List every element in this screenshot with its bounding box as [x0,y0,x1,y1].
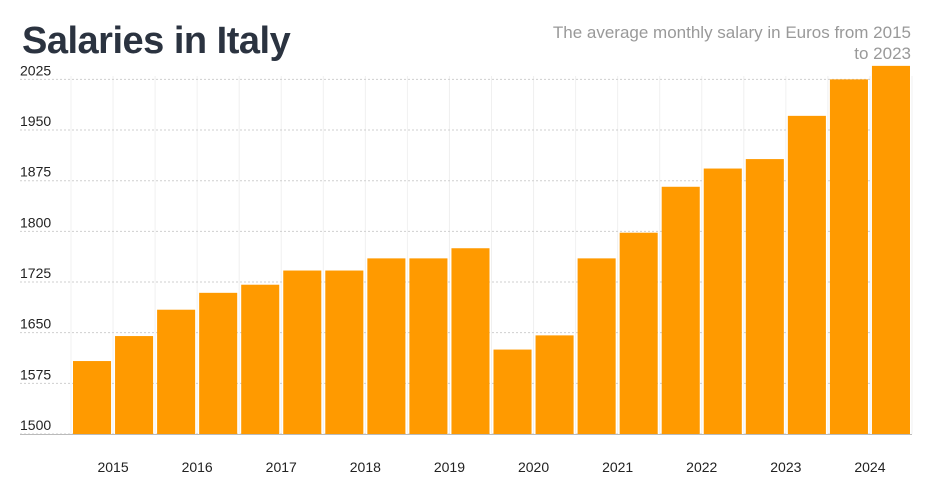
bar [115,336,154,434]
bar [367,258,406,434]
bar [199,292,238,434]
x-tick-label: 2022 [686,459,717,475]
bar [451,248,490,434]
y-tick-label: 1725 [20,265,51,281]
x-tick-label: 2017 [266,459,297,475]
bar [619,232,658,434]
bar [325,270,364,434]
bar [73,361,112,434]
bar [241,284,280,434]
x-tick-label: 2016 [182,459,213,475]
bar [787,115,826,434]
y-tick-label: 1875 [20,164,51,180]
bar [703,168,742,435]
y-tick-label: 2025 [20,62,51,78]
bars [73,65,910,435]
y-tick-label: 1650 [20,316,51,332]
bar [577,258,616,434]
x-tick-label: 2023 [770,459,801,475]
x-tick-label: 2024 [854,459,885,475]
bar [871,65,910,435]
x-tick-label: 2015 [97,459,128,475]
bar [829,79,868,435]
bar [283,270,322,434]
y-tick-label: 1950 [20,113,51,129]
x-tick-label: 2021 [602,459,633,475]
y-tick-label: 1575 [20,366,51,382]
y-axis: 1500 1575 1650 1725 1800 1875 1950 2025 [20,62,51,433]
bar [535,335,574,434]
bar [745,159,784,435]
x-tick-label: 2020 [518,459,549,475]
chart-title: Salaries in Italy [22,20,291,62]
bar [493,349,532,434]
bar [661,186,700,434]
y-tick-label: 1500 [20,417,51,433]
bar [409,258,448,434]
chart-subtitle: The average monthly salary in Euros from… [552,23,911,63]
x-tick-label: 2019 [434,459,465,475]
y-tick-label: 1800 [20,214,51,230]
x-tick-label: 2018 [350,459,381,475]
bar [157,309,196,434]
x-axis: 2015 2016 2017 2018 2019 2020 2021 2022 2023 2024 [20,434,912,475]
